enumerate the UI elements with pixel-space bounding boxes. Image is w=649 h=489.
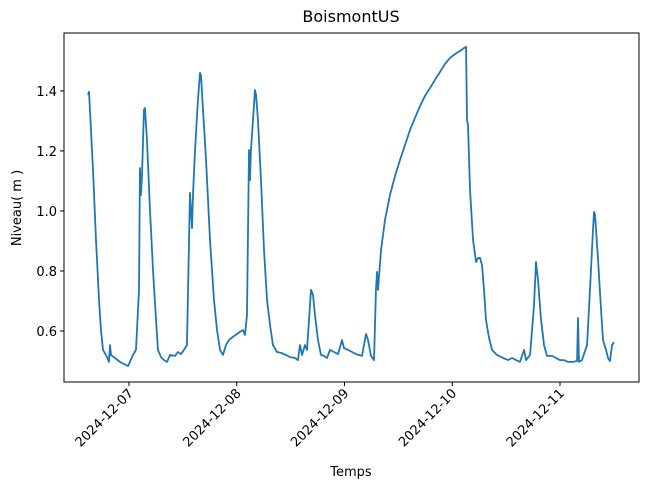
chart-title: BoismontUS <box>302 7 399 26</box>
x-tick-label: 2024-12-11 <box>504 386 568 450</box>
x-tick-label: 2024-12-08 <box>181 386 245 450</box>
y-axis-label: Niveau( m ) <box>10 170 25 246</box>
x-axis-label: Temps <box>329 465 372 480</box>
x-tick-label: 2024-12-10 <box>396 386 460 450</box>
x-tick-label: 2024-12-09 <box>288 386 352 450</box>
plot-frame <box>63 32 640 383</box>
y-tick-label: 0.8 <box>36 265 57 280</box>
y-tick-label: 1.2 <box>36 145 57 160</box>
x-tick-label: 2024-12-07 <box>73 386 137 450</box>
y-tick-label: 0.6 <box>36 325 57 340</box>
y-tick-label: 1.0 <box>36 205 57 220</box>
data-line <box>87 45 615 367</box>
y-tick-label: 1.4 <box>36 85 57 100</box>
